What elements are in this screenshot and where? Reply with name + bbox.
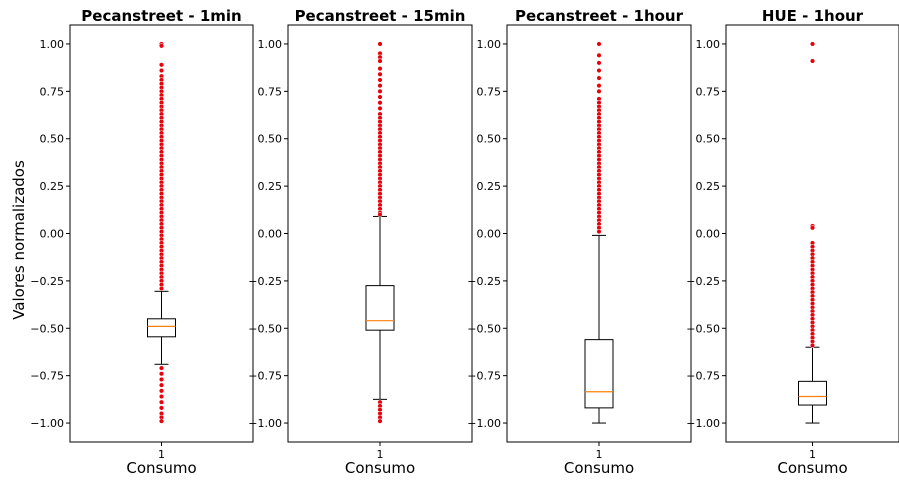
y-tick-label: 0.75 <box>696 85 721 98</box>
y-tick-label: −0.25 <box>467 275 501 288</box>
outlier-point <box>596 75 602 81</box>
y-tick-label: −1.00 <box>467 417 501 430</box>
outlier-point <box>158 405 165 411</box>
y-tick-label: 0.50 <box>696 133 721 146</box>
y-tick-label: −0.50 <box>686 322 720 335</box>
outlier-point <box>596 229 602 235</box>
outlier-point <box>158 285 165 292</box>
subplot-title: Pecanstreet - 1hour <box>515 7 684 25</box>
x-tick-label: 1 <box>809 448 816 461</box>
y-tick-label: −0.75 <box>30 370 64 383</box>
y-tick-label: −0.50 <box>248 322 282 335</box>
outlier-point <box>596 52 602 58</box>
y-tick-label: −0.50 <box>30 322 64 335</box>
outlier-point <box>596 67 602 74</box>
outlier-point <box>377 58 383 64</box>
y-tick-label: 1.00 <box>40 38 65 51</box>
outlier-point <box>377 66 383 72</box>
subplot-3: Pecanstreet - 1hour 1.00 0.75 0.50 0.25 0.00 −… <box>467 7 692 477</box>
y-tick-label: −0.25 <box>30 275 64 288</box>
outlier-point <box>596 60 602 66</box>
x-axis-label: Consumo <box>777 459 847 477</box>
outlier-point <box>377 418 383 424</box>
y-tick-label: 0.00 <box>40 228 65 241</box>
y-tick-label: −0.50 <box>467 322 501 335</box>
subplot-title: HUE - 1hour <box>762 7 864 25</box>
iqr-box <box>147 318 176 338</box>
outlier-point <box>158 393 165 400</box>
outlier-point <box>158 388 165 394</box>
x-tick-label: 1 <box>596 448 603 461</box>
outlier-point <box>377 41 383 47</box>
y-tick-label: −0.25 <box>248 275 282 288</box>
y-tick-label: 0.75 <box>477 85 502 98</box>
y-tick-label: 1.00 <box>477 38 502 51</box>
iqr-box <box>798 380 827 406</box>
y-tick-label: −1.00 <box>248 417 282 430</box>
outlier-point <box>158 371 165 377</box>
y-tick-label: 0.25 <box>258 180 283 193</box>
y-tick-label: 0.50 <box>40 133 65 146</box>
y-tick-label: −0.75 <box>467 370 501 383</box>
outlier-point <box>158 376 165 383</box>
y-tick-label: −1.00 <box>686 417 720 430</box>
outlier-point <box>809 225 816 231</box>
y-tick-label: 0.25 <box>40 180 65 193</box>
y-tick-label: 0.75 <box>258 85 283 98</box>
subplot-1: Pecanstreet - 1min 1.00 0.75 0.50 0.25 0.00 −0… <box>30 7 254 477</box>
outlier-point <box>377 88 383 94</box>
y-tick-label: 0.75 <box>40 85 65 98</box>
y-tick-label: 0.00 <box>477 228 502 241</box>
x-tick-label: 1 <box>377 448 384 461</box>
subplot-title: Pecanstreet - 15min <box>295 7 466 25</box>
outlier-point <box>809 58 816 64</box>
iqr-box <box>584 339 614 409</box>
outlier-point <box>158 43 165 49</box>
outlier-point <box>809 41 816 47</box>
y-tick-label: −0.75 <box>248 370 282 383</box>
y-tick-label: 0.00 <box>258 228 283 241</box>
outlier-point <box>158 418 165 424</box>
subplot-title: Pecanstreet - 1min <box>81 7 241 25</box>
y-tick-label: −0.75 <box>686 370 720 383</box>
x-tick-label: 1 <box>158 448 165 461</box>
outlier-point <box>377 105 383 111</box>
y-tick-label: 0.50 <box>477 133 502 146</box>
x-axis-label: Consumo <box>345 459 415 477</box>
outlier-point <box>377 94 383 100</box>
iqr-box <box>365 285 395 331</box>
outlier-point <box>377 100 383 106</box>
y-tick-label: 1.00 <box>696 38 721 51</box>
y-tick-label: 0.00 <box>696 228 721 241</box>
outlier-point <box>158 365 165 371</box>
outlier-point <box>377 71 383 77</box>
x-axis-label: Consumo <box>126 459 196 477</box>
subplot-panels: Pecanstreet - 1min 1.00 0.75 0.50 0.25 0.00 −0… <box>30 7 899 477</box>
y-tick-label: 0.50 <box>258 133 283 146</box>
outlier-point <box>596 41 602 47</box>
outlier-point <box>158 62 165 68</box>
y-tick-label: 1.00 <box>258 38 283 51</box>
outlier-point <box>596 88 602 94</box>
y-tick-label: −0.25 <box>686 275 720 288</box>
y-tick-label: 0.25 <box>477 180 502 193</box>
subplot-2: Pecanstreet - 15min 1.00 0.75 0.50 0.25 0.00 −… <box>248 7 473 477</box>
subplot-4: HUE - 1hour 1.00 0.75 0.50 0.25 0.00 −0.25 −0.5… <box>686 7 899 477</box>
outlier-point <box>377 83 383 89</box>
y-axis-label: Valores normalizados <box>10 160 28 320</box>
x-axis-label: Consumo <box>564 459 634 477</box>
outlier-point <box>596 83 602 89</box>
y-tick-label: −1.00 <box>30 417 64 430</box>
outlier-point <box>158 399 165 405</box>
outlier-point <box>377 211 383 218</box>
outlier-point <box>809 342 816 348</box>
outlier-point <box>158 382 165 388</box>
outlier-point <box>377 77 383 83</box>
outlier-point <box>158 67 165 74</box>
y-tick-label: 0.25 <box>696 180 721 193</box>
